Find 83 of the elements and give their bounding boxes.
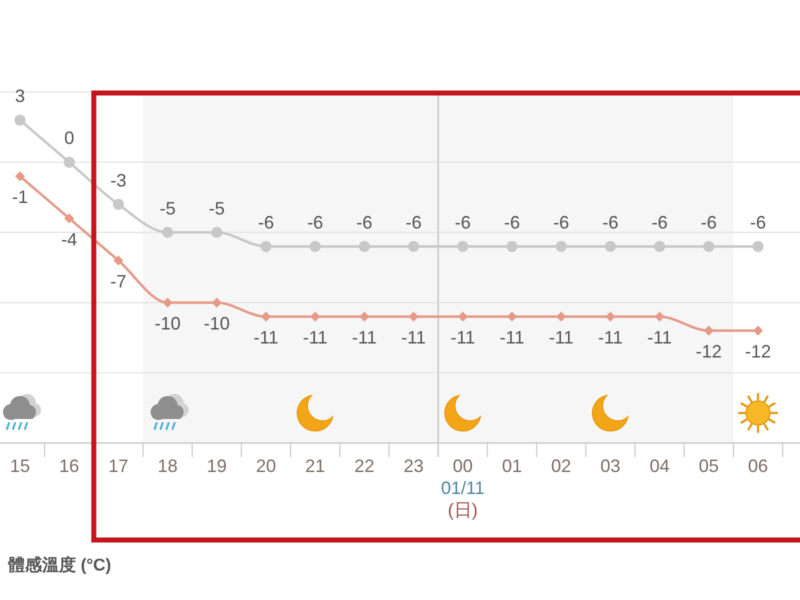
data-label: -6 <box>356 212 372 232</box>
point <box>752 240 764 252</box>
point <box>359 312 370 322</box>
data-label: -6 <box>700 212 717 232</box>
data-label: -11 <box>352 328 377 348</box>
data-label: -12 <box>696 342 722 362</box>
point <box>506 240 518 252</box>
x-tick-label: 01 <box>502 456 522 476</box>
x-tick-label: 23 <box>404 456 424 476</box>
point <box>507 312 517 322</box>
ref-line-label: 01/11 <box>440 478 485 498</box>
point <box>260 240 272 252</box>
data-label: 0 <box>64 128 74 148</box>
point <box>605 312 616 322</box>
data-label: -4 <box>61 229 78 250</box>
data-label: -6 <box>454 212 471 232</box>
point <box>457 240 468 252</box>
data-label: -11 <box>450 328 476 348</box>
data-label: -11 <box>302 328 328 348</box>
data-label: -6 <box>652 212 668 232</box>
point <box>212 298 222 308</box>
point <box>162 226 174 238</box>
point <box>261 312 271 322</box>
point <box>556 312 566 322</box>
point <box>310 312 320 322</box>
point <box>14 114 26 126</box>
point <box>64 213 74 224</box>
point <box>753 326 763 336</box>
point <box>458 312 468 322</box>
data-label: -11 <box>647 328 672 348</box>
x-tick-label: 06 <box>748 456 768 476</box>
x-tick-label: 20 <box>256 456 276 476</box>
x-tick-label: 19 <box>206 456 227 476</box>
data-label: -1 <box>12 187 28 208</box>
x-tick-label: 21 <box>305 456 326 476</box>
point <box>654 240 666 252</box>
data-label: 3 <box>14 86 26 106</box>
data-label: -11 <box>401 328 426 348</box>
x-tick-label: 03 <box>600 456 620 476</box>
x-tick-label: 16 <box>59 456 80 476</box>
data-label: -6 <box>504 212 520 232</box>
x-tick-label: 05 <box>698 456 719 476</box>
point <box>654 312 665 322</box>
data-label: -6 <box>750 212 766 232</box>
point <box>112 198 124 210</box>
point <box>113 255 124 266</box>
data-label: -11 <box>598 328 623 348</box>
data-label: -6 <box>258 212 274 232</box>
x-tick-label: 02 <box>551 456 572 476</box>
point <box>604 240 616 252</box>
point <box>704 326 714 336</box>
data-label: -12 <box>744 342 772 362</box>
point <box>408 240 420 252</box>
point <box>162 298 173 308</box>
data-label: -11 <box>254 328 278 348</box>
data-label: -3 <box>110 170 126 190</box>
point <box>15 171 25 182</box>
data-label: -11 <box>500 328 524 348</box>
x-tick-label: 22 <box>354 456 374 476</box>
point <box>310 240 321 252</box>
x-tick-label: 04 <box>650 456 670 476</box>
data-label: -5 <box>160 198 176 218</box>
point <box>408 312 419 322</box>
data-label: -6 <box>553 212 570 232</box>
text: (日) <box>448 500 478 520</box>
point <box>703 240 714 252</box>
data-label: -5 <box>208 198 225 218</box>
data-label: -6 <box>406 212 422 232</box>
x-tick-label: 18 <box>158 456 178 476</box>
point <box>64 156 75 168</box>
text: 體感溫度 (°C) <box>8 556 112 574</box>
point <box>211 226 222 238</box>
data-label: -10 <box>154 314 181 334</box>
x-tick-label: 17 <box>108 456 128 476</box>
data-label: -7 <box>110 271 126 292</box>
point <box>556 240 567 252</box>
point <box>358 240 370 252</box>
x-tick-label: 00 <box>452 456 473 476</box>
data-label: -11 <box>548 328 574 348</box>
data-label: -6 <box>602 212 618 232</box>
x-tick-label: 15 <box>10 456 30 476</box>
data-label: -10 <box>204 314 230 334</box>
data-label: -6 <box>307 212 324 232</box>
